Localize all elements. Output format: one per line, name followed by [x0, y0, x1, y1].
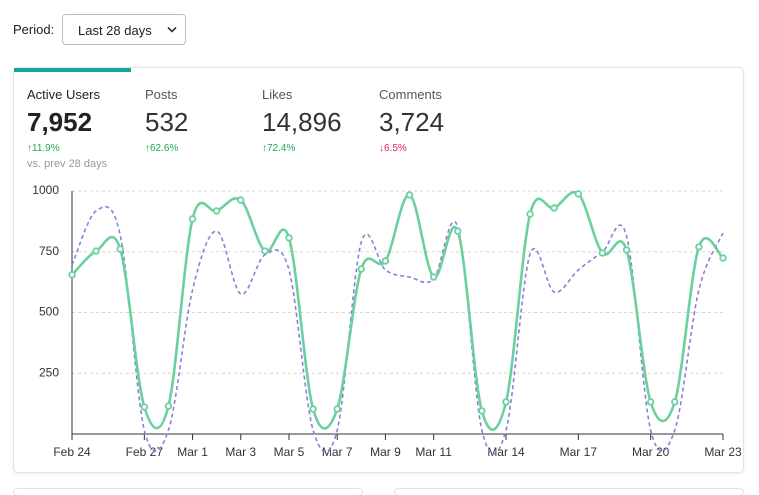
data-point: [309, 405, 317, 413]
metric-name: Likes: [262, 87, 293, 102]
x-tick-label: Feb 27: [126, 445, 164, 459]
data-point: [68, 271, 76, 279]
metric-change: ↑11.9%: [27, 143, 60, 154]
y-tick-label: 750: [39, 244, 59, 258]
metric-name: Active Users: [27, 87, 100, 102]
metric-change: ↑72.4%: [262, 143, 296, 154]
x-tick-label: Mar 11: [415, 445, 452, 459]
period-label: Period:: [13, 22, 55, 37]
x-tick-label: Mar 23: [704, 445, 742, 459]
metric-value: 14,896: [262, 107, 342, 137]
data-point: [261, 247, 269, 255]
metric-change: ↓6.5%: [379, 143, 407, 154]
period-select[interactable]: Last 28 days: [62, 14, 186, 45]
line-series: [71, 190, 724, 431]
active-tab-indicator: [14, 68, 131, 72]
data-point: [116, 245, 124, 253]
next-card: [14, 489, 362, 495]
data-point: [237, 196, 245, 204]
data-point: [598, 249, 607, 257]
x-tick-label: Mar 14: [487, 445, 525, 459]
data-point: [429, 273, 438, 281]
data-point: [526, 210, 534, 218]
x-tick-label: Mar 20: [632, 445, 670, 459]
x-tick-label: Feb 24: [53, 445, 91, 459]
metric-name: Posts: [145, 87, 178, 102]
metric-change: ↑62.6%: [145, 143, 179, 154]
metric-name: Comments: [379, 87, 442, 102]
data-point: [478, 407, 486, 415]
y-tick-label: 250: [39, 365, 59, 379]
x-tick-label: Mar 17: [560, 445, 598, 459]
next-card: [395, 489, 743, 495]
chevron: [167, 26, 177, 33]
data-point: [646, 398, 655, 406]
data-point: [622, 246, 631, 254]
metric-value: 7,952: [27, 107, 93, 137]
stats-card: [14, 68, 743, 472]
data-point: [454, 227, 462, 235]
data-point: [695, 243, 703, 251]
data-point: [719, 254, 727, 262]
data-point: [671, 398, 679, 406]
data-point: [574, 190, 583, 198]
data-point: [405, 191, 414, 199]
data-point: [285, 234, 293, 242]
x-tick-label: Mar 1: [177, 445, 208, 459]
data-point: [140, 403, 149, 411]
x-tick-label: Mar 5: [274, 445, 305, 459]
data-point: [164, 402, 173, 410]
data-point: [550, 204, 558, 212]
x-tick-label: Mar 3: [225, 445, 256, 459]
metric-note: vs. prev 28 days: [27, 158, 108, 170]
data-point: [357, 265, 366, 273]
data-point: [92, 247, 100, 255]
metric-value: 532: [145, 107, 189, 137]
x-tick-label: Mar 9: [370, 445, 401, 459]
data-point: [381, 257, 390, 265]
y-tick-label: 500: [39, 305, 59, 319]
data-point: [188, 215, 197, 223]
line-series: [71, 205, 724, 455]
metric-value: 3,724: [379, 107, 445, 137]
x-tick-label: Mar 7: [322, 445, 353, 459]
data-point: [502, 398, 510, 406]
y-tick-label: 1000: [32, 183, 59, 197]
data-point: [333, 405, 341, 413]
select-value: Last 28 days: [78, 23, 152, 38]
data-point: [212, 207, 221, 215]
